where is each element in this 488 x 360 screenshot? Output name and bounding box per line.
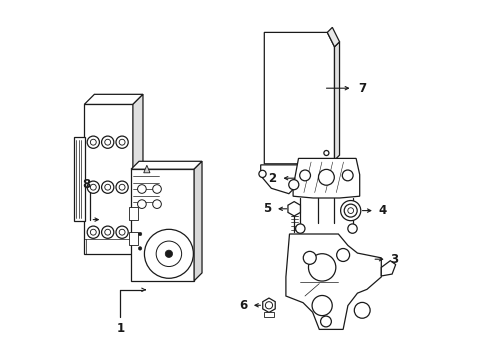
Text: 8: 8: [82, 178, 91, 191]
Polygon shape: [143, 165, 150, 173]
Circle shape: [258, 170, 265, 177]
Polygon shape: [131, 169, 194, 281]
Polygon shape: [292, 158, 359, 198]
Circle shape: [104, 139, 110, 145]
Circle shape: [303, 251, 316, 264]
Polygon shape: [129, 207, 137, 220]
Polygon shape: [381, 261, 395, 276]
Circle shape: [144, 229, 193, 278]
Polygon shape: [74, 137, 85, 221]
Text: 3: 3: [389, 253, 398, 266]
Text: 2: 2: [267, 172, 276, 185]
Circle shape: [156, 241, 181, 266]
Polygon shape: [287, 202, 300, 216]
Circle shape: [336, 248, 349, 261]
Circle shape: [119, 229, 125, 235]
Circle shape: [342, 170, 352, 181]
Circle shape: [295, 224, 305, 233]
Circle shape: [265, 302, 272, 309]
Polygon shape: [285, 234, 381, 329]
Circle shape: [288, 180, 298, 190]
Circle shape: [318, 169, 334, 185]
Circle shape: [347, 208, 353, 213]
Polygon shape: [262, 298, 275, 312]
Text: 7: 7: [357, 82, 366, 95]
Circle shape: [311, 296, 331, 316]
Circle shape: [152, 200, 161, 208]
Circle shape: [102, 226, 114, 238]
Circle shape: [138, 247, 142, 250]
Circle shape: [340, 201, 360, 221]
Circle shape: [90, 139, 96, 145]
Circle shape: [152, 185, 161, 193]
Circle shape: [116, 226, 128, 238]
Circle shape: [87, 136, 99, 148]
Circle shape: [138, 232, 142, 236]
Circle shape: [87, 226, 99, 238]
Circle shape: [116, 136, 128, 148]
Text: 6: 6: [239, 299, 247, 312]
Circle shape: [308, 254, 335, 281]
Circle shape: [354, 302, 369, 318]
Circle shape: [299, 170, 310, 181]
Circle shape: [323, 150, 328, 156]
Polygon shape: [84, 104, 133, 254]
Polygon shape: [84, 94, 142, 104]
Polygon shape: [264, 32, 334, 164]
Circle shape: [165, 250, 172, 257]
Polygon shape: [133, 94, 142, 254]
Text: 5: 5: [263, 202, 271, 215]
Polygon shape: [194, 161, 202, 281]
Circle shape: [119, 139, 125, 145]
Circle shape: [90, 184, 96, 190]
Circle shape: [320, 316, 331, 327]
Circle shape: [347, 224, 356, 233]
Polygon shape: [260, 165, 299, 194]
Circle shape: [87, 181, 99, 193]
Text: 4: 4: [378, 204, 386, 217]
Circle shape: [119, 184, 125, 190]
Circle shape: [344, 204, 356, 217]
Polygon shape: [131, 161, 202, 169]
Circle shape: [137, 200, 146, 208]
Circle shape: [102, 181, 114, 193]
Circle shape: [90, 229, 96, 235]
Text: 1: 1: [116, 322, 124, 335]
Polygon shape: [264, 312, 273, 317]
Polygon shape: [326, 27, 339, 47]
Circle shape: [104, 229, 110, 235]
Circle shape: [102, 136, 114, 148]
Circle shape: [104, 184, 110, 190]
Circle shape: [116, 181, 128, 193]
Circle shape: [137, 185, 146, 193]
Polygon shape: [334, 42, 339, 160]
Polygon shape: [129, 232, 137, 245]
